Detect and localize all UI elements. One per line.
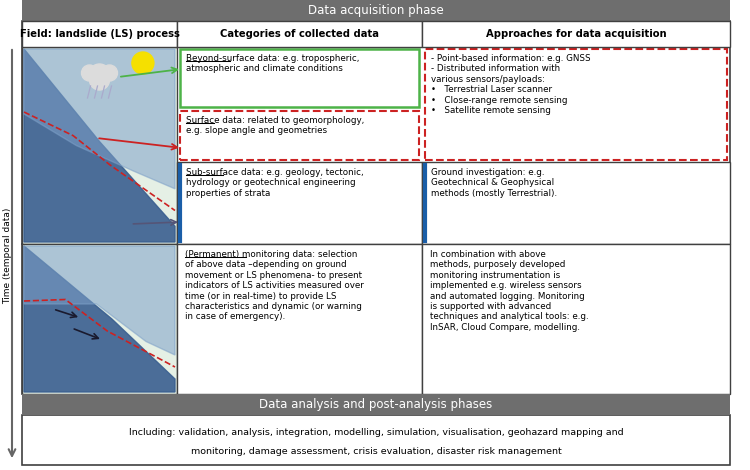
Text: Time (temporal data): Time (temporal data) [4, 208, 13, 304]
Text: Including: validation, analysis, integration, modelling, simulation, visualisati: Including: validation, analysis, integra… [129, 428, 623, 437]
Bar [180, 111, 419, 160]
Text: - Point-based information: e.g. GNSS
- Distributed information with
various sens: - Point-based information: e.g. GNSS - D… [431, 54, 591, 115]
Text: Field: landslide (LS) process: Field: landslide (LS) process [20, 29, 179, 39]
Bar [177, 21, 422, 47]
Circle shape [88, 64, 110, 86]
Bar [22, 244, 177, 394]
Bar [22, 21, 730, 244]
Polygon shape [24, 246, 175, 355]
Polygon shape [24, 246, 175, 392]
Text: monitoring, damage assessment, crisis evaluation, disaster risk management: monitoring, damage assessment, crisis ev… [190, 446, 561, 455]
Polygon shape [24, 49, 175, 189]
Circle shape [101, 65, 118, 81]
Text: (Permanent) monitoring data: selection
of above data –depending on ground
moveme: (Permanent) monitoring data: selection o… [185, 250, 364, 321]
Bar [22, 47, 177, 244]
Circle shape [82, 65, 98, 81]
Bar [22, 21, 177, 47]
Text: Data analysis and post-analysis phases: Data analysis and post-analysis phases [260, 398, 493, 411]
Circle shape [132, 52, 154, 74]
Text: Ground investigation: e.g.
Geotechnical & Geophysical
methods (mostly Terrestria: Ground investigation: e.g. Geotechnical … [431, 168, 557, 198]
Text: Data acquisition phase: Data acquisition phase [308, 4, 444, 17]
Text: In combination with above
methods, purposely developed
monitoring instrumentatio: In combination with above methods, purpo… [430, 250, 589, 332]
Text: Categories of collected data: Categories of collected data [220, 29, 379, 39]
Text: Sub-surface data: e.g. geology, tectonic,
hydrology or geotechnical engineering
: Sub-surface data: e.g. geology, tectonic… [186, 168, 364, 198]
Bar [177, 162, 422, 244]
Bar [422, 162, 730, 244]
Bar [422, 244, 730, 394]
Text: Approaches for data acquisition: Approaches for data acquisition [486, 29, 666, 39]
Bar [22, 244, 730, 394]
Polygon shape [24, 49, 175, 242]
Bar [22, 0, 730, 21]
Bar [425, 49, 727, 160]
Bar [22, 394, 730, 415]
Bar [422, 21, 730, 47]
Text: Surface data: related to geomorphology,
e.g. slope angle and geometries: Surface data: related to geomorphology, … [186, 116, 364, 135]
Bar [22, 415, 730, 465]
Circle shape [89, 70, 110, 90]
Text: Beyond-surface data: e.g. tropospheric,
atmospheric and climate conditions: Beyond-surface data: e.g. tropospheric, … [186, 54, 359, 73]
Bar [177, 244, 422, 394]
Bar [180, 49, 419, 107]
